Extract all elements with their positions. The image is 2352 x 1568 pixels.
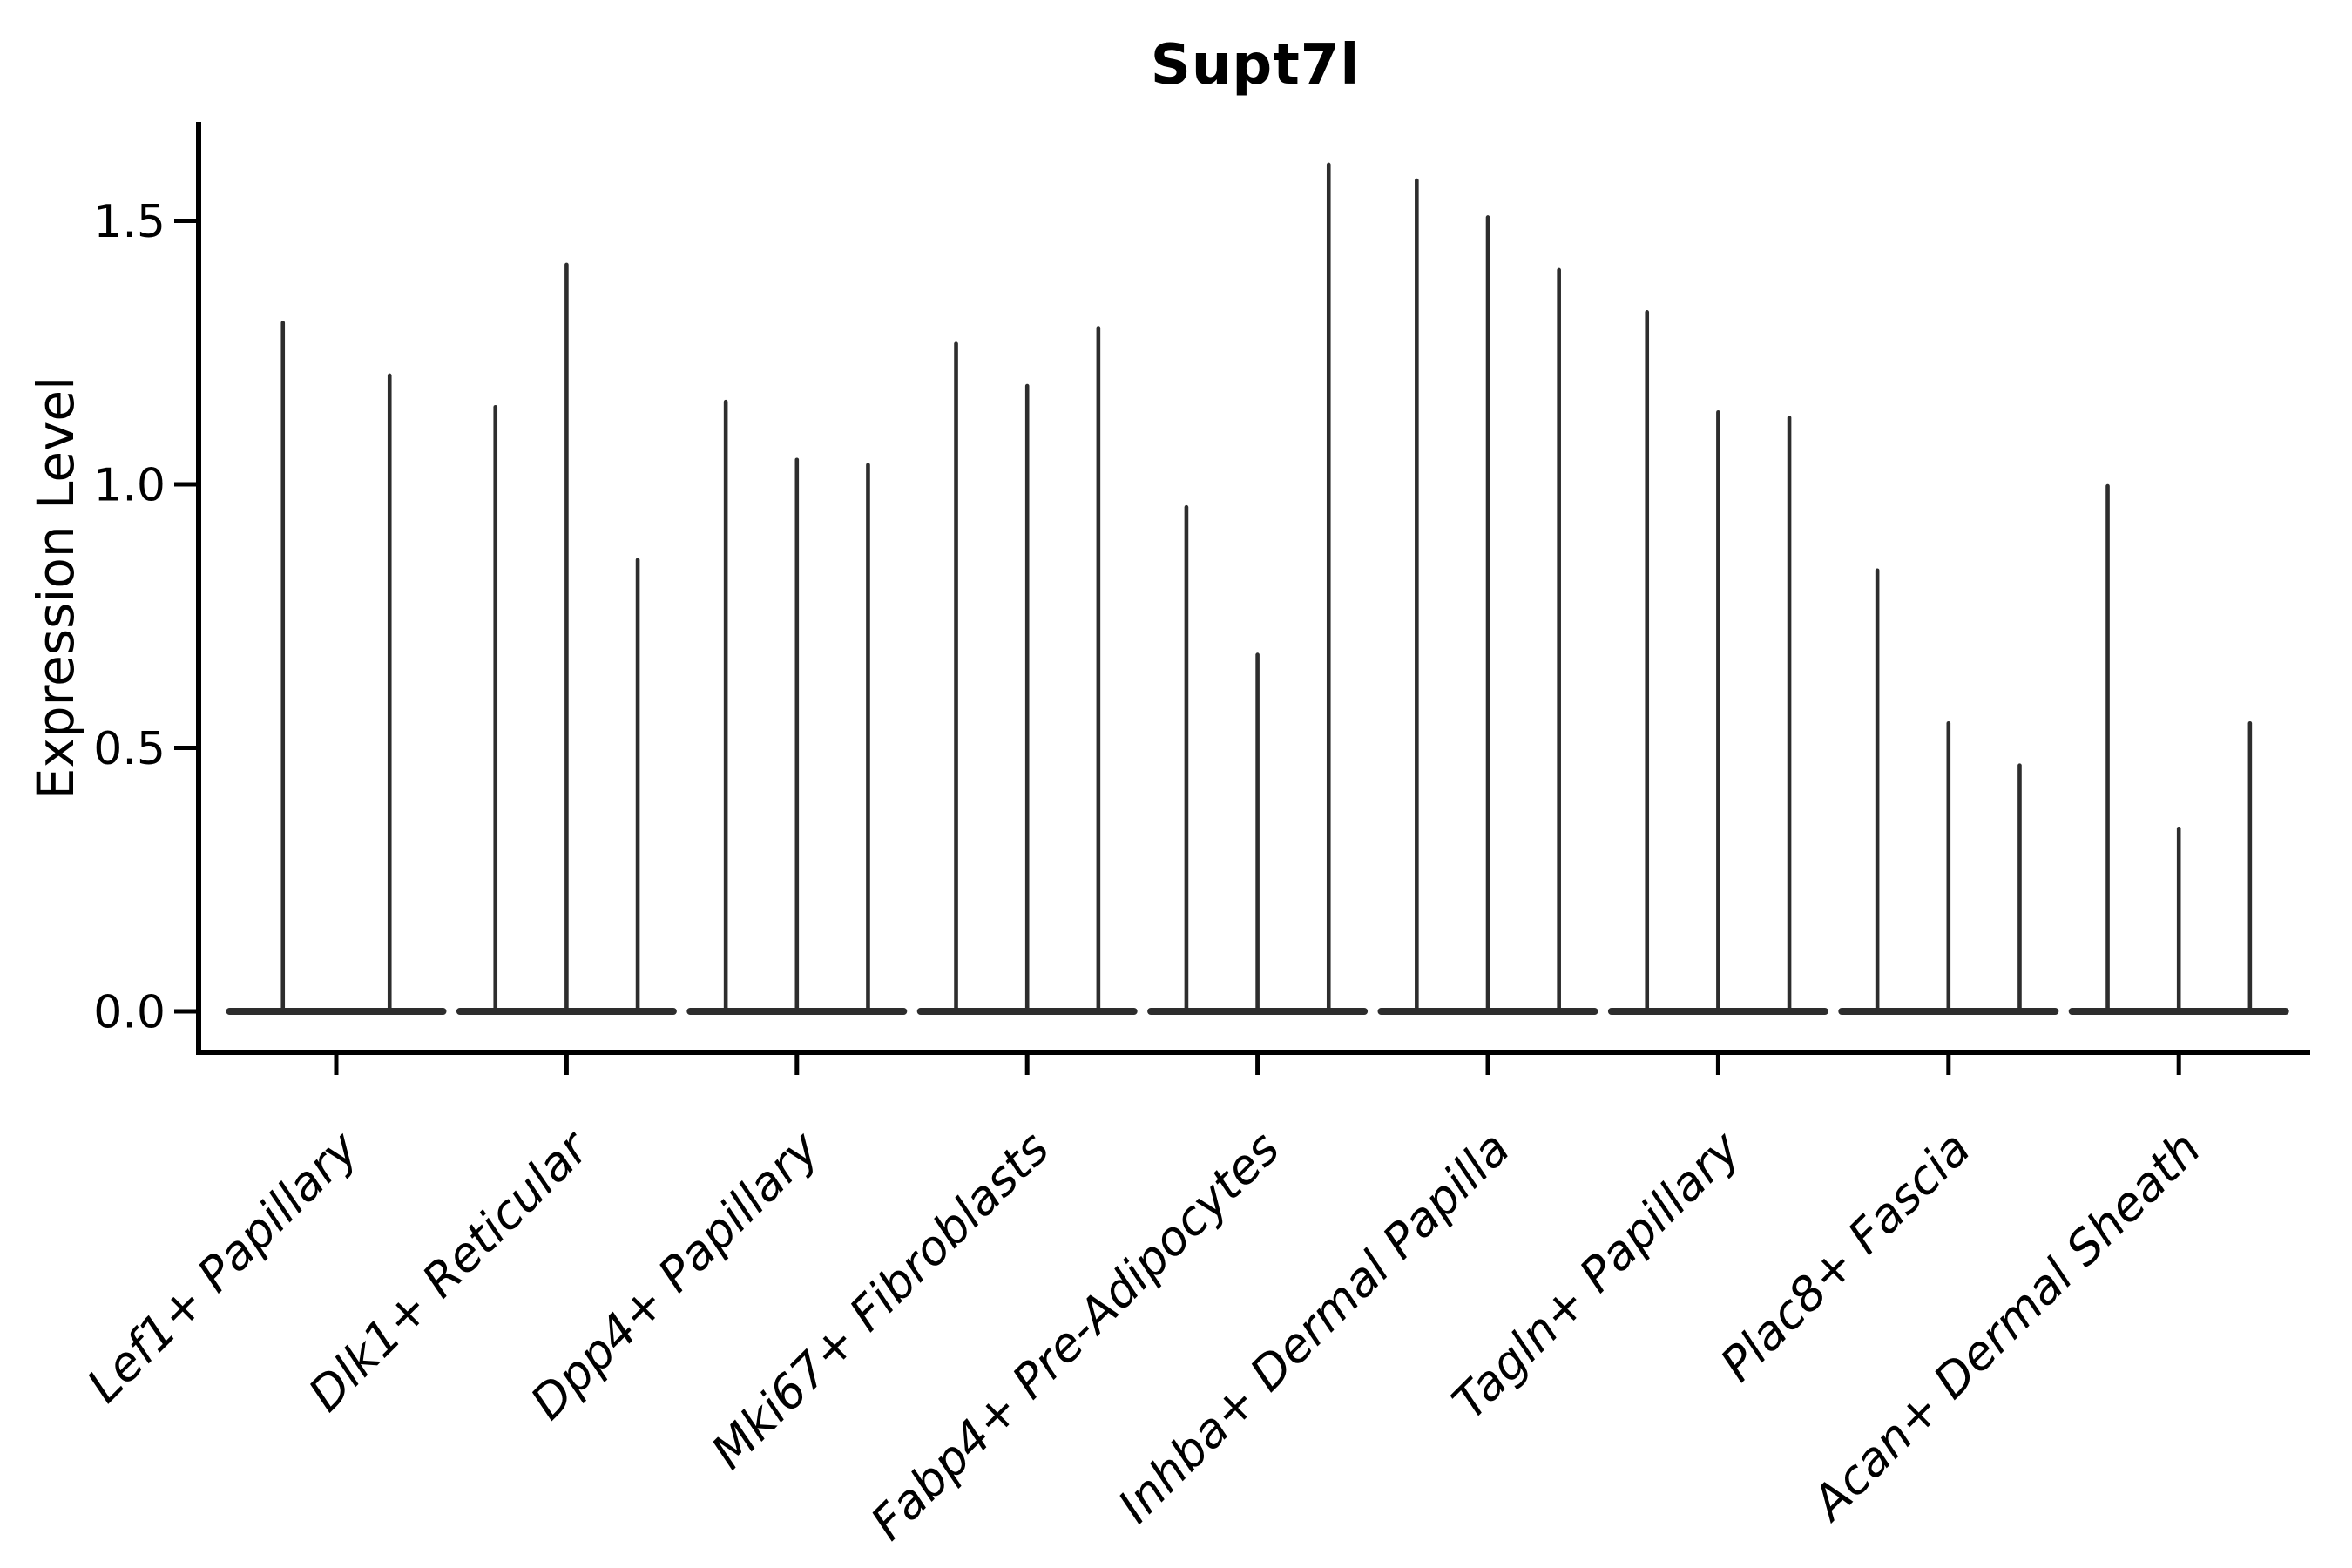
violin-group <box>1377 178 1598 1015</box>
y-tick-label: 0.5 <box>93 723 166 775</box>
x-tick-label: Inhba+ Dermal Papilla <box>1107 1121 1520 1534</box>
x-tick-label: Acan+ Dermal Sheath <box>1800 1121 2211 1532</box>
violin-group <box>2068 483 2289 1015</box>
violin-group <box>456 262 677 1015</box>
y-tick-label: 1.0 <box>93 460 166 512</box>
violin-group <box>226 321 447 1015</box>
y-tick-label: 0.0 <box>93 987 166 1039</box>
chart-title: Supt7l <box>1150 33 1361 98</box>
x-tick-label: Fabp4+ Pre-Adipocytes <box>860 1121 1289 1551</box>
violin-group <box>1147 162 1369 1015</box>
violin-group <box>1607 310 1828 1015</box>
violin-group <box>916 326 1138 1015</box>
y-tick-label: 1.5 <box>93 196 166 248</box>
x-tick-label: Plac8+ Fascia <box>1710 1121 1981 1392</box>
violin-group <box>686 399 908 1015</box>
violin-group <box>1838 568 2059 1015</box>
y-axis-label-text: Expression Level <box>26 375 85 801</box>
